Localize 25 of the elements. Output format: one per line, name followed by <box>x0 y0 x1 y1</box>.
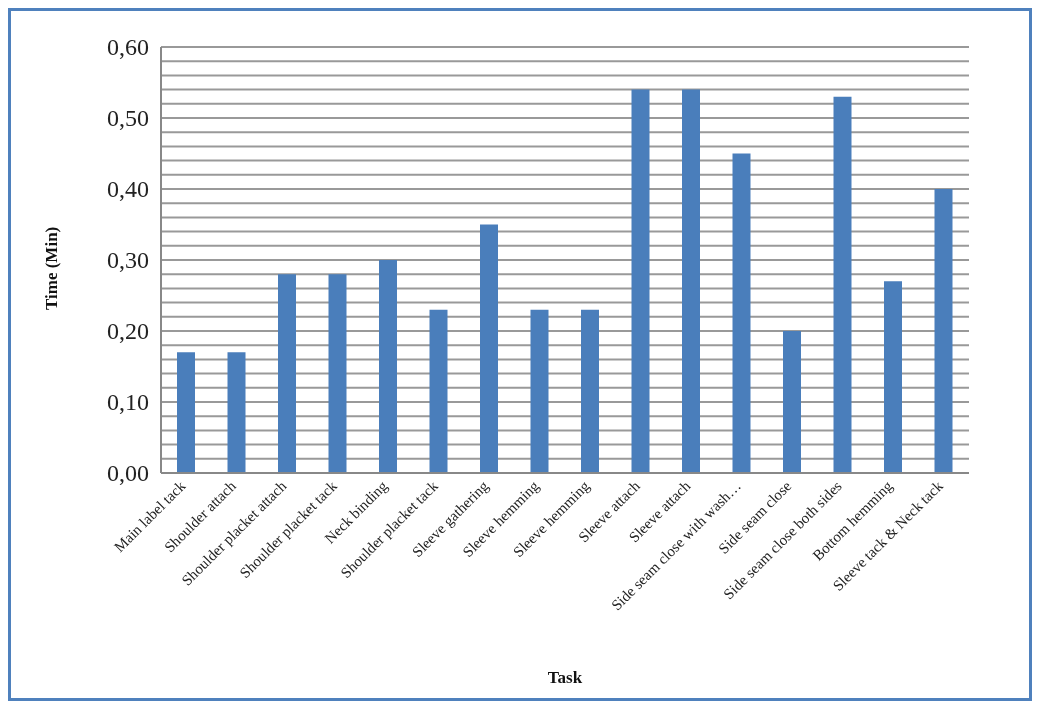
y-tick-label: 0,00 <box>107 460 149 486</box>
y-tick-label: 0,60 <box>107 34 149 60</box>
bar <box>934 189 953 473</box>
x-axis-title: Task <box>547 668 583 687</box>
bar <box>429 309 448 473</box>
bar <box>884 281 902 473</box>
bar <box>379 260 397 473</box>
bar <box>783 331 801 473</box>
bar <box>177 352 195 473</box>
y-axis-title: Time (Min) <box>42 226 62 310</box>
bar <box>480 224 498 473</box>
y-tick-label: 0,20 <box>107 318 149 344</box>
bar <box>328 274 347 473</box>
y-tick-label: 0,30 <box>107 247 149 273</box>
y-tick-label: 0,10 <box>107 389 149 415</box>
bar <box>278 274 296 473</box>
bar <box>732 153 751 473</box>
y-tick-label: 0,40 <box>107 176 149 202</box>
y-tick-label: 0,50 <box>107 105 149 131</box>
bar <box>631 89 650 473</box>
bar <box>833 96 852 473</box>
bar <box>581 309 599 473</box>
bar <box>682 89 700 473</box>
bar <box>530 309 549 473</box>
bar <box>227 352 246 473</box>
